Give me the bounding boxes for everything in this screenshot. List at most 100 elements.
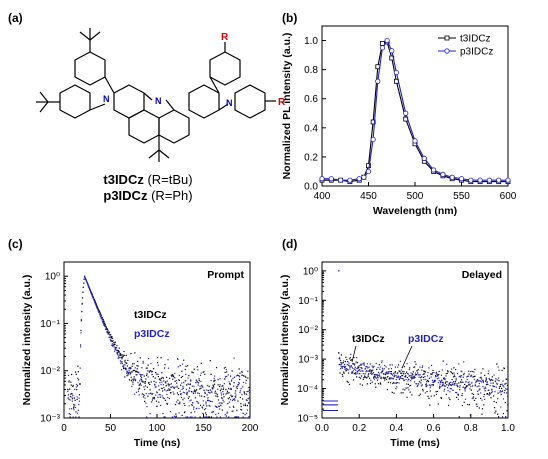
- data-point: [212, 384, 214, 386]
- data-point: [362, 363, 364, 365]
- data-point: [96, 304, 98, 306]
- data-point: [441, 385, 443, 387]
- data-point: [192, 402, 194, 404]
- data-point: [398, 370, 400, 372]
- data-point: [370, 371, 372, 373]
- data-point: [373, 376, 375, 378]
- data-point: [224, 371, 226, 374]
- data-point: [200, 362, 202, 364]
- data-point: [357, 373, 359, 375]
- data-point: [238, 376, 241, 378]
- data-point: [404, 376, 406, 378]
- data-point: [435, 376, 437, 378]
- data-point: [450, 388, 452, 390]
- data-point: [119, 354, 121, 356]
- data-point: [410, 376, 412, 378]
- data-point: [406, 376, 409, 379]
- data-point: [217, 399, 220, 401]
- data-point: [400, 369, 402, 371]
- data-point: [140, 378, 142, 380]
- data-point: [401, 374, 404, 377]
- data-point: [179, 390, 181, 392]
- data-point: [239, 372, 241, 374]
- data-point: [351, 362, 354, 365]
- data-point: [232, 398, 234, 400]
- data-point: [202, 412, 204, 415]
- series-line-p3IDCz: [322, 39, 508, 181]
- data-point: [454, 384, 456, 386]
- data-point: [226, 412, 228, 414]
- data-point: [413, 366, 415, 369]
- data-point: [246, 404, 248, 407]
- data-point: [230, 399, 232, 401]
- data-point: [151, 393, 153, 395]
- data-point: [203, 389, 205, 391]
- data-point: [168, 389, 170, 391]
- data-point: [464, 387, 466, 389]
- data-point: [97, 311, 100, 313]
- data-point: [446, 384, 448, 386]
- data-point: [400, 392, 402, 394]
- data-point: [355, 369, 357, 371]
- data-point: [457, 398, 459, 400]
- data-point: [227, 398, 229, 400]
- panel-d-label: (d): [282, 237, 297, 251]
- data-point: [338, 270, 340, 272]
- data-point: [211, 387, 213, 389]
- data-point: [372, 377, 375, 379]
- data-point: [350, 365, 352, 367]
- data-point: [140, 375, 142, 377]
- data-point: [249, 416, 251, 418]
- data-point: [399, 360, 401, 362]
- data-point: [434, 380, 436, 383]
- data-point: [162, 412, 164, 415]
- data-point: [131, 365, 133, 367]
- data-point: [381, 360, 383, 362]
- data-point: [121, 358, 123, 360]
- data-point: [368, 377, 371, 379]
- data-point: [401, 370, 404, 373]
- data-point: [246, 399, 248, 402]
- data-point: [233, 357, 235, 359]
- data-point: [238, 375, 240, 377]
- panel-a-label: (a): [8, 11, 23, 25]
- data-point: [80, 346, 82, 348]
- data-point: [227, 374, 229, 376]
- data-point: [72, 416, 74, 418]
- data-point: [101, 317, 103, 319]
- data-point: [364, 376, 367, 378]
- data-point: [168, 385, 170, 387]
- data-point: [435, 375, 437, 377]
- data-point: [162, 376, 164, 378]
- data-point: [214, 392, 216, 394]
- data-point: [499, 385, 501, 387]
- data-point: [437, 374, 439, 376]
- data-point: [226, 411, 229, 413]
- data-point: [340, 365, 342, 367]
- data-point: [246, 412, 248, 414]
- data-point: [468, 404, 471, 406]
- panel-c-label: (c): [8, 237, 23, 251]
- data-point: [194, 397, 197, 399]
- data-point: [482, 381, 484, 384]
- data-point: [358, 366, 360, 368]
- data-point: [191, 416, 193, 418]
- data-point: [395, 378, 397, 381]
- data-point: [362, 372, 364, 375]
- data-point: [72, 384, 74, 387]
- data-point: [127, 374, 129, 376]
- data-point: [387, 373, 389, 375]
- data-point: [494, 380, 497, 383]
- data-point: [451, 372, 453, 374]
- data-point: [142, 360, 144, 362]
- data-point: [339, 357, 341, 359]
- data-point: [463, 361, 465, 363]
- data-point: [121, 360, 123, 363]
- data-point: [354, 372, 356, 374]
- data-point: [89, 289, 91, 291]
- data-point: [504, 383, 506, 385]
- data-point: [438, 370, 440, 373]
- data-point: [504, 389, 506, 392]
- data-point: [368, 366, 370, 368]
- data-point: [445, 375, 447, 377]
